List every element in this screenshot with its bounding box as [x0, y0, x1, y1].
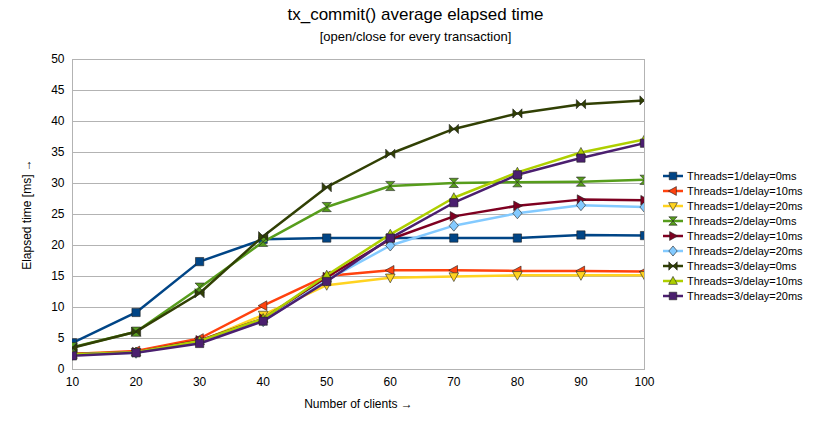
- svg-text:50: 50: [51, 52, 65, 66]
- svg-text:20: 20: [51, 238, 65, 252]
- html-text:Threads=3/delay=10ms: Threads=3/delay=10ms: [687, 274, 803, 287]
- html-text:Threads=1/delay=20ms: Threads=1/delay=20ms: [687, 199, 803, 212]
- html-text:tx_commit() average elapsed ti: tx_commit() average elapsed time: [287, 5, 544, 24]
- svg-text:50: 50: [320, 375, 334, 389]
- svg-text:70: 70: [447, 375, 461, 389]
- html-text:Threads=3/delay=20ms: Threads=3/delay=20ms: [687, 289, 803, 302]
- svg-text:10: 10: [51, 300, 65, 314]
- svg-text:40: 40: [51, 114, 65, 128]
- svg-text:80: 80: [511, 375, 525, 389]
- html-text:Threads=2/delay=20ms: Threads=2/delay=20ms: [687, 244, 803, 257]
- svg-text:35: 35: [51, 145, 65, 159]
- svg-text:5: 5: [58, 331, 65, 345]
- html-text:[open/close for every transact: [open/close for every transaction]: [319, 29, 512, 44]
- svg-text:40: 40: [256, 375, 270, 389]
- svg-text:60: 60: [384, 375, 398, 389]
- svg-text:10: 10: [66, 375, 80, 389]
- html-text:Threads=2/delay=0ms: Threads=2/delay=0ms: [687, 214, 797, 227]
- html-text:Threads=2/delay=10ms: Threads=2/delay=10ms: [687, 229, 803, 242]
- svg-text:Elapsed time [ms] →: Elapsed time [ms] →: [20, 159, 34, 270]
- html-text:Threads=1/delay=0ms: Threads=1/delay=0ms: [687, 169, 797, 182]
- html-text:Threads=3/delay=0ms: Threads=3/delay=0ms: [687, 259, 797, 272]
- svg-text:45: 45: [51, 83, 65, 97]
- svg-text:30: 30: [51, 176, 65, 190]
- svg-text:30: 30: [193, 375, 207, 389]
- svg-text:25: 25: [51, 207, 65, 221]
- svg-text:100: 100: [634, 375, 654, 389]
- svg-text:0: 0: [58, 362, 65, 376]
- svg-text:20: 20: [129, 375, 143, 389]
- svg-text:Number of clients →: Number of clients →: [304, 397, 413, 411]
- html-text:Threads=1/delay=10ms: Threads=1/delay=10ms: [687, 184, 803, 197]
- svg-text:90: 90: [574, 375, 588, 389]
- svg-text:15: 15: [51, 269, 65, 283]
